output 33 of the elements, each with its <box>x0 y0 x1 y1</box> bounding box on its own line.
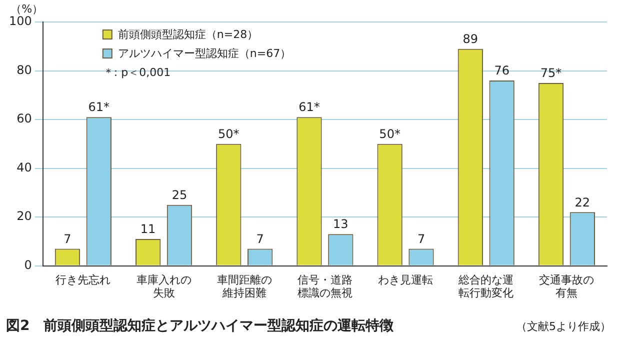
data-label: 61* <box>298 100 320 114</box>
y-tick-label: 80 <box>16 62 32 77</box>
annotation: ＊: p＜0,001 <box>102 66 171 79</box>
data-label: 25 <box>172 188 188 202</box>
x-tick-label: わき見運転 <box>378 273 434 286</box>
data-label: 11 <box>140 222 156 236</box>
x-tick-label: 総合的な運転行動変化 <box>458 273 514 300</box>
data-label: 50* <box>379 127 400 142</box>
data-label: 7 <box>256 232 264 246</box>
y-axis-title: （%） <box>10 2 44 16</box>
x-tick-label: 車庫入れの失敗 <box>136 273 192 300</box>
data-label: 50* <box>218 127 240 142</box>
y-tick-label: 100 <box>9 14 32 28</box>
y-tick-label: 20 <box>16 209 32 224</box>
y-tick-label: 60 <box>16 112 32 126</box>
legend-label: アルツハイマー型認知症（n=67） <box>118 46 292 60</box>
data-label: 61* <box>88 100 110 114</box>
data-label: 7 <box>64 232 72 246</box>
text: 図2 前頭側頭型認知症とアルツハイマー型認知症の運転特徴 <box>6 317 395 334</box>
data-label: 13 <box>333 217 348 232</box>
y-tick-label: 40 <box>16 160 32 174</box>
data-label: 76 <box>494 64 510 78</box>
text: （文献5より作成） <box>516 320 611 333</box>
data-label: 89 <box>462 32 478 46</box>
data-label: 75* <box>540 66 562 80</box>
x-tick-label: 行き先忘れ <box>56 273 111 286</box>
x-tick-label: 交通事故の有無 <box>539 273 594 300</box>
x-tick-label: 車間距離の維持困難 <box>216 273 272 300</box>
legend-label: 前頭側頭型認知症（n=28） <box>118 28 258 41</box>
data-label: 22 <box>574 195 590 210</box>
y-tick-label: 0 <box>24 258 32 272</box>
data-label: 7 <box>417 232 426 246</box>
x-tick-label: 信号・道路標識の無視 <box>297 273 352 300</box>
